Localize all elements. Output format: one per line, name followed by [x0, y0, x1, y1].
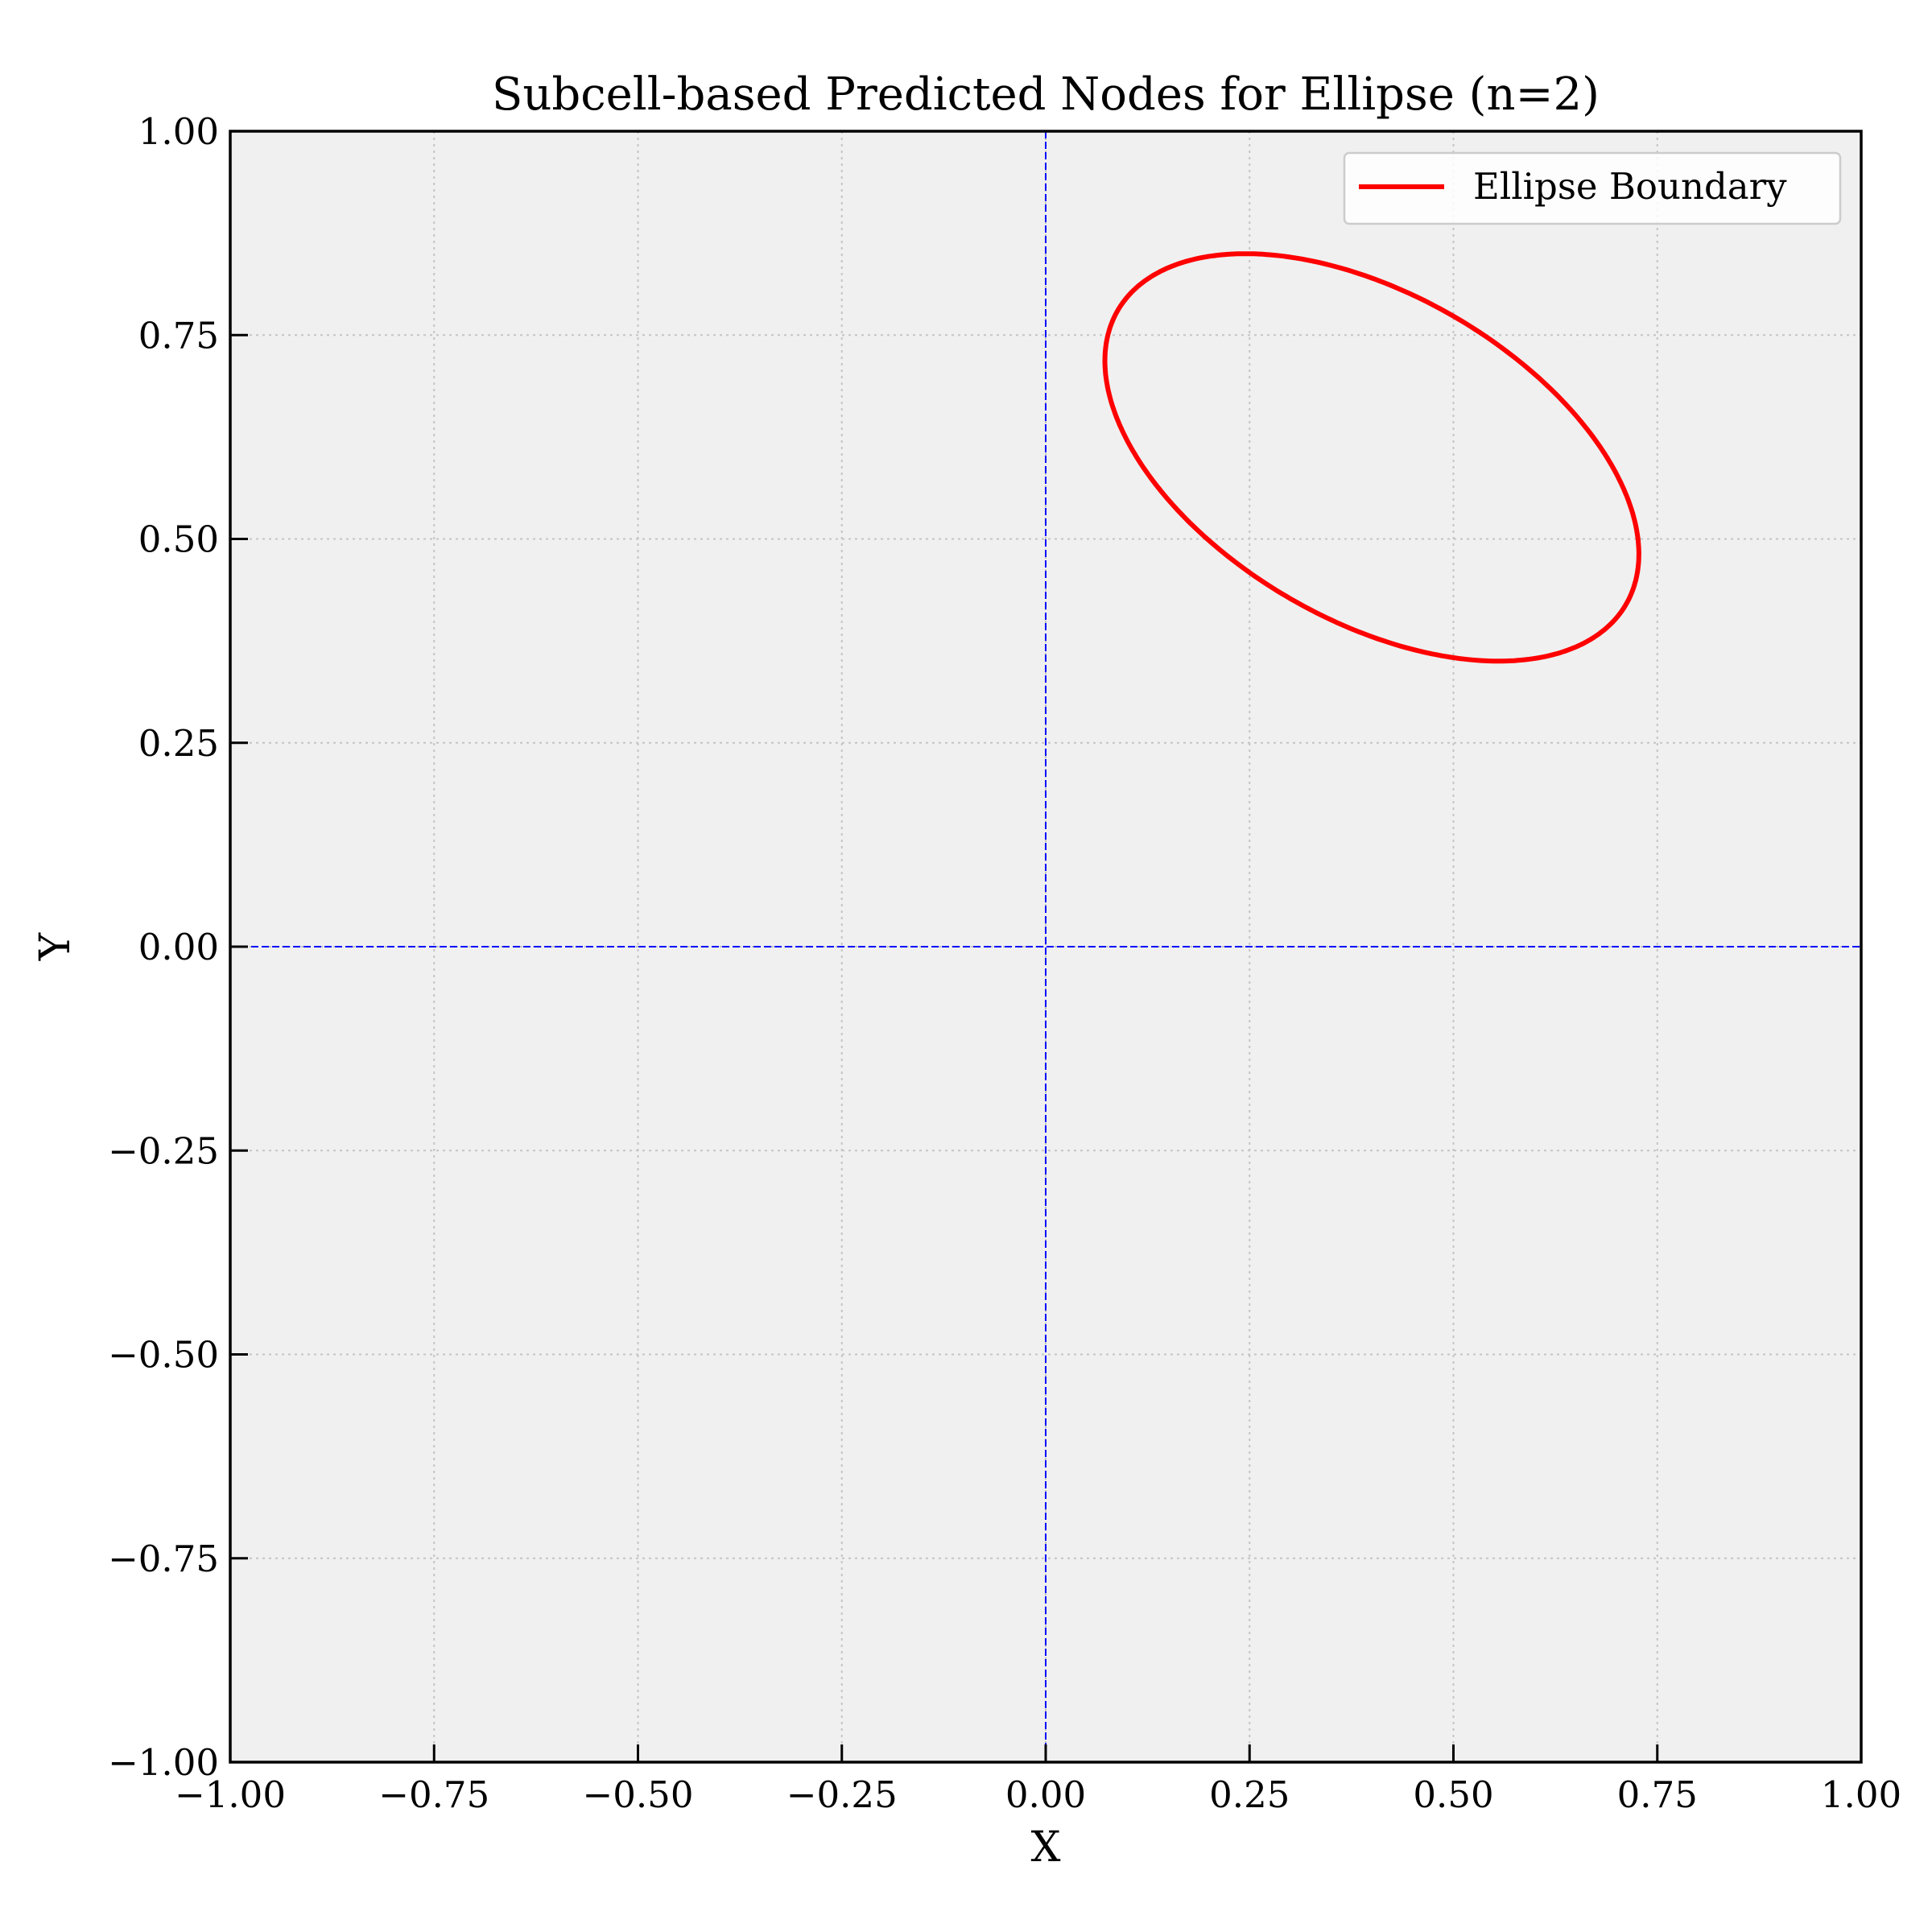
y-tick-label: −1.00 — [108, 1741, 219, 1784]
ticks: −1.00 −0.75 −0.50 −0.25 0.00 0.25 0.50 0.75 1.00… — [108, 110, 1901, 1816]
y-tick-label: 0.25 — [138, 722, 219, 765]
y-tick-label: 0.00 — [138, 926, 219, 968]
x-tick-label: 0.75 — [1617, 1773, 1698, 1816]
x-tick-label: 1.00 — [1821, 1773, 1901, 1816]
x-tick-label: −0.50 — [583, 1773, 694, 1816]
x-tick-label: −0.25 — [786, 1773, 898, 1816]
y-tick-label: −0.75 — [108, 1538, 219, 1580]
x-tick-label: 0.00 — [1005, 1773, 1086, 1816]
y-tick-label: −0.25 — [108, 1129, 219, 1172]
y-tick-label: 0.50 — [138, 518, 219, 561]
x-tick-label: 0.25 — [1209, 1773, 1290, 1816]
x-axis-label: X — [1030, 1823, 1060, 1872]
legend-label-ellipse-boundary: Ellipse Boundary — [1473, 165, 1787, 208]
y-tick-label: 1.00 — [138, 110, 219, 153]
y-tick-label: −0.50 — [108, 1334, 219, 1377]
y-axis-label: Y — [31, 932, 80, 961]
legend: Ellipse Boundary — [1343, 151, 1842, 225]
x-tick-label: −1.00 — [175, 1773, 286, 1816]
series-line-ellipse-boundary — [1102, 251, 1641, 664]
x-tick-label: 0.50 — [1413, 1773, 1493, 1816]
x-tick-label: −0.75 — [378, 1773, 489, 1816]
legend-box — [1343, 151, 1842, 225]
series-layer — [1102, 251, 1641, 664]
y-tick-label: 0.75 — [138, 314, 219, 357]
chart-title: Subcell-based Predicted Nodes for Ellips… — [492, 68, 1600, 121]
